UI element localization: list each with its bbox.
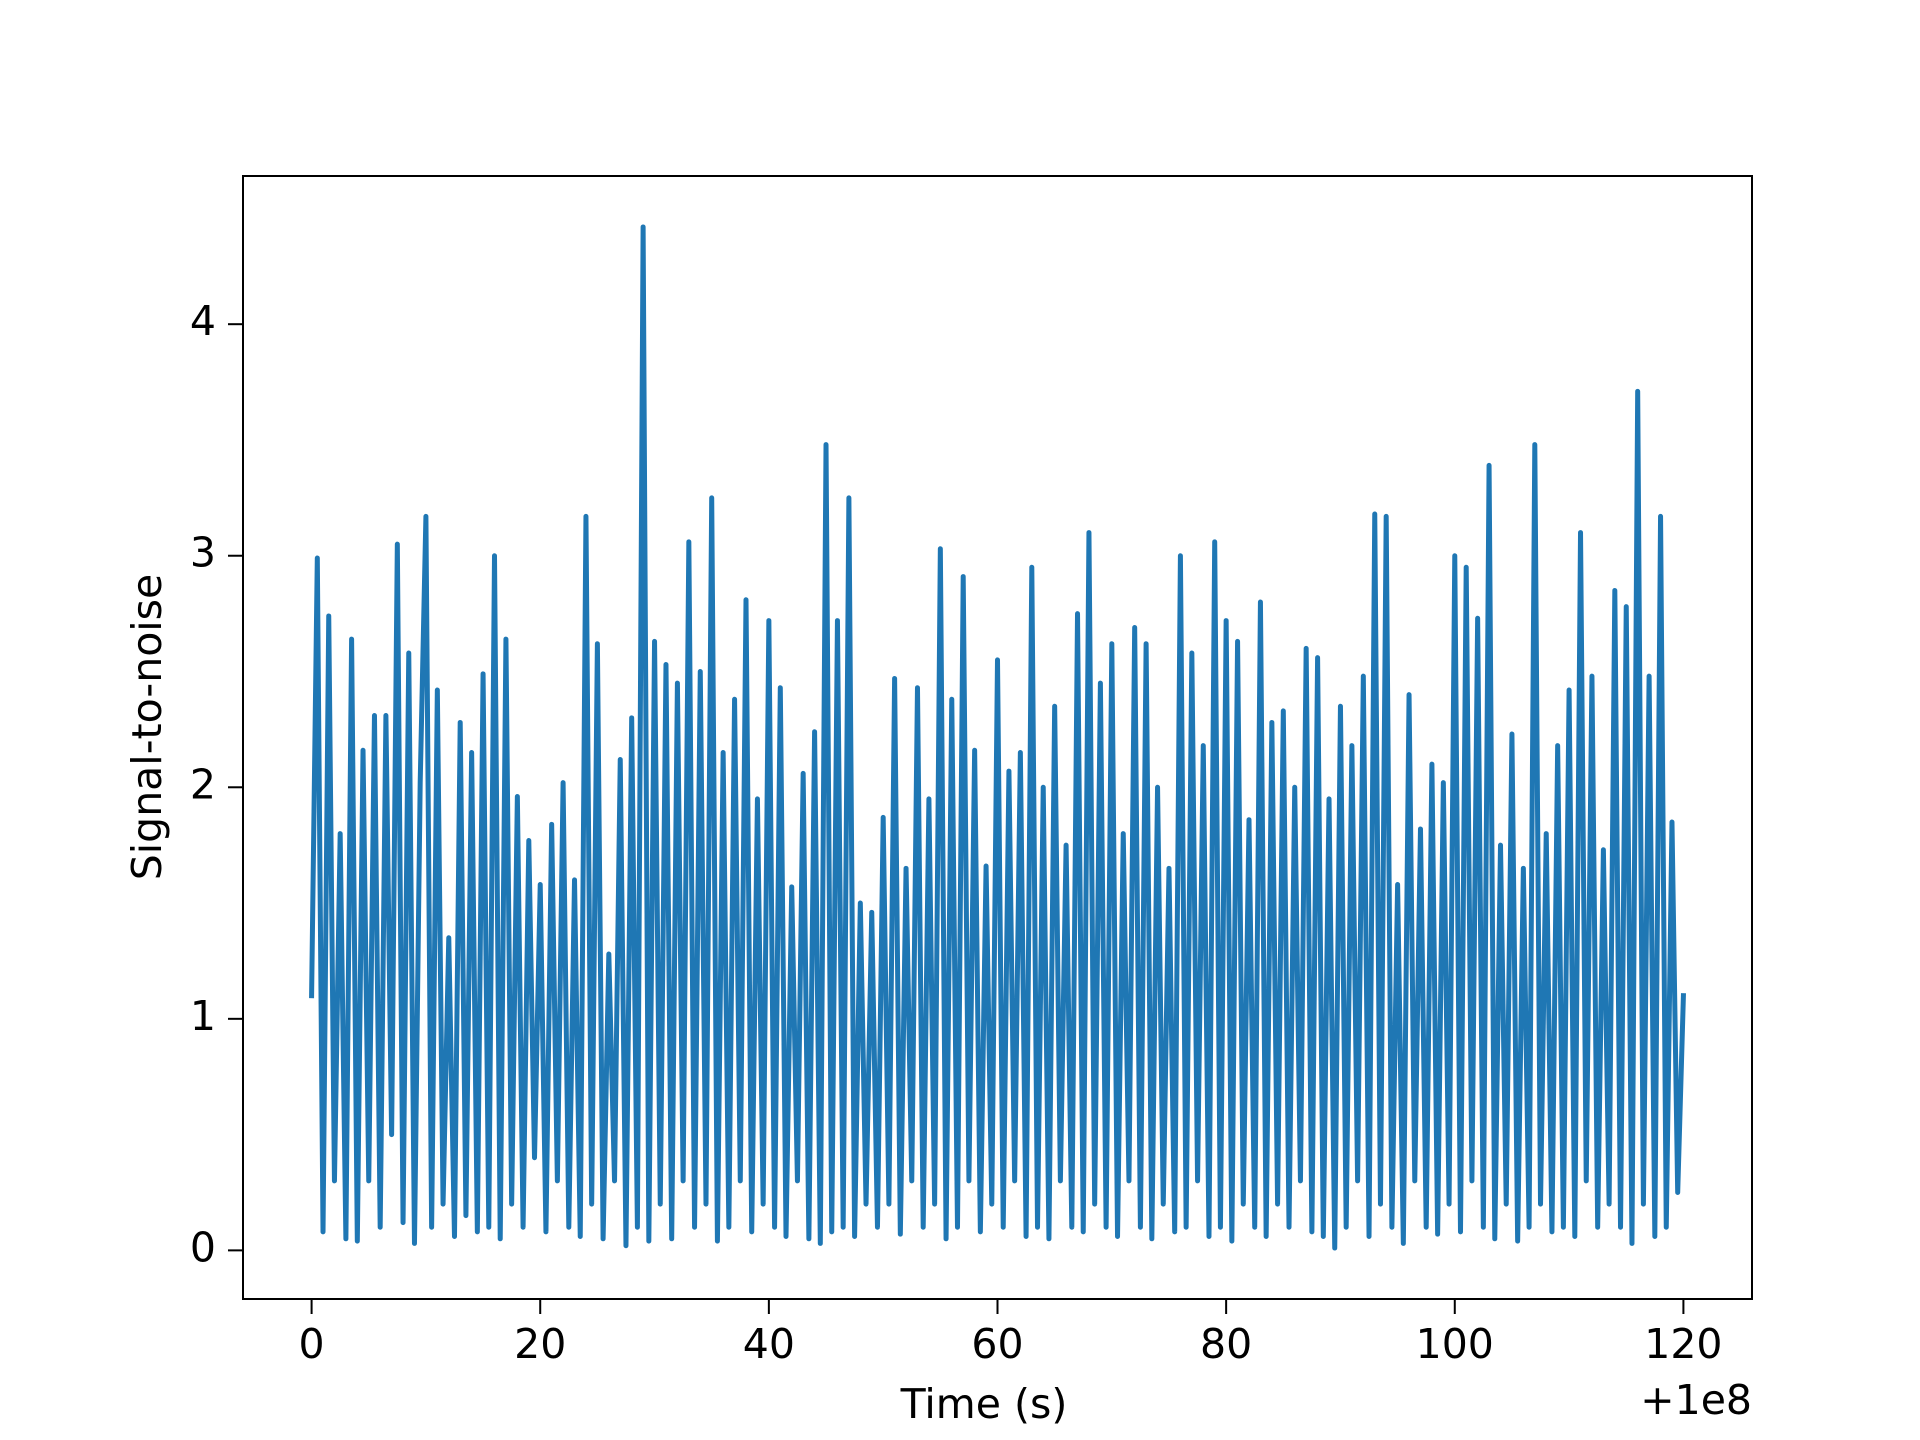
y-tick-label: 3 bbox=[190, 529, 216, 577]
x-tick-label: 0 bbox=[299, 1320, 325, 1368]
data-line bbox=[309, 224, 1686, 1251]
x-offset-label: +1e8 bbox=[1640, 1376, 1752, 1424]
x-tick-label: 20 bbox=[514, 1320, 566, 1368]
x-tick-label: 100 bbox=[1416, 1320, 1494, 1368]
x-tick-label: 80 bbox=[1200, 1320, 1252, 1368]
x-tick-label: 120 bbox=[1644, 1320, 1722, 1368]
y-tick-label: 2 bbox=[190, 760, 216, 808]
x-tick-label: 60 bbox=[971, 1320, 1023, 1368]
y-tick-label: 1 bbox=[190, 992, 216, 1040]
y-tick-label: 0 bbox=[190, 1223, 216, 1271]
axes-frame bbox=[242, 175, 1753, 1300]
y-axis-label: Signal-to-noise bbox=[123, 574, 171, 881]
x-axis-label: Time (s) bbox=[900, 1380, 1068, 1428]
y-tick-label: 4 bbox=[190, 297, 216, 345]
x-tick-label: 40 bbox=[743, 1320, 795, 1368]
